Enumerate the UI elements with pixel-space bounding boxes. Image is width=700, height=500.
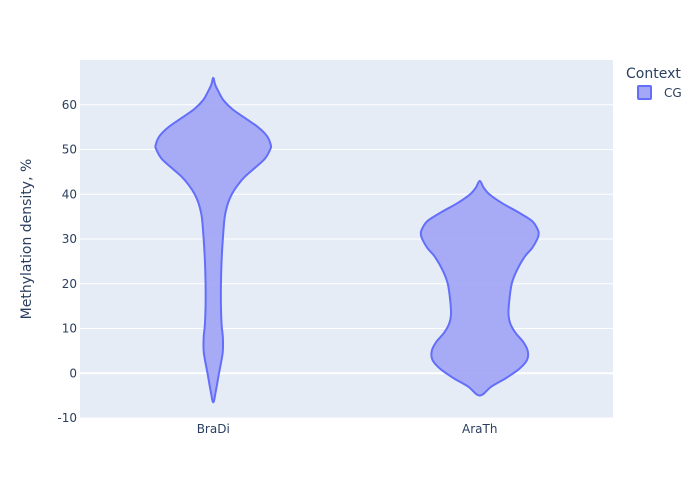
y-tick-label: 0 [69,366,77,380]
x-tick-label: BraDi [197,422,230,436]
y-tick-label: 20 [62,277,77,291]
y-axis-title: Methylation density, % [19,159,35,320]
violin-bradi[interactable] [154,76,273,404]
legend-title: Context [626,66,681,82]
y-tick-label: 10 [62,322,77,336]
legend[interactable]: Context CG [626,66,682,100]
y-tick-label: -10 [57,411,77,425]
legend-swatch-cg[interactable] [637,85,652,100]
y-tick-label: 60 [62,98,77,112]
gridlines [80,104,613,419]
y-tick-labels: -10 0 10 20 30 40 50 60 [57,98,77,425]
violins[interactable] [154,76,540,404]
y-tick-label: 50 [62,143,77,157]
violin-arath[interactable] [419,179,540,397]
legend-label-cg[interactable]: CG [664,86,682,100]
y-tick-label: 40 [62,187,77,201]
y-tick-label: 30 [62,232,77,246]
x-tick-labels: BraDi AraTh [197,422,498,436]
x-tick-label: AraTh [462,422,497,436]
